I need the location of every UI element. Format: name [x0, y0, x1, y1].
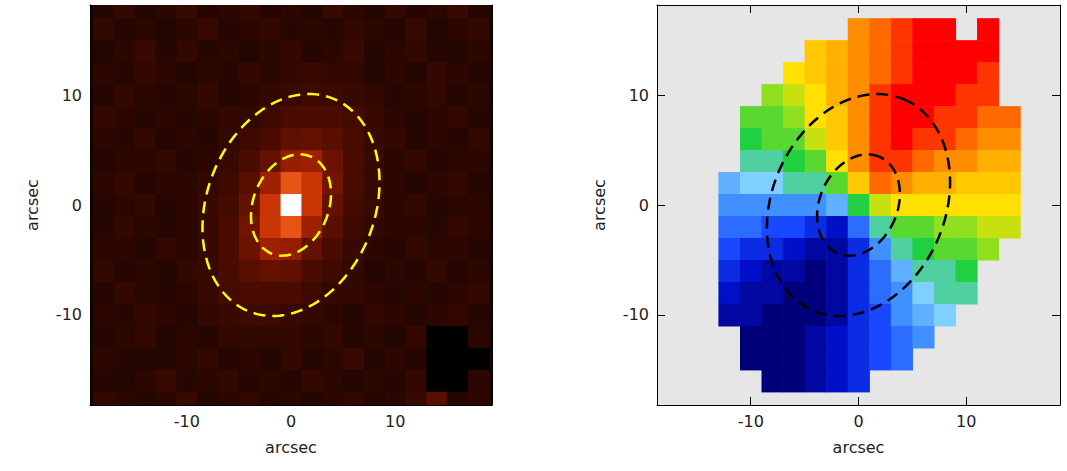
svg-text:-10: -10 — [738, 412, 764, 431]
svg-text:10: 10 — [956, 412, 976, 431]
svg-text:10: 10 — [62, 86, 82, 105]
svg-text:10: 10 — [385, 412, 405, 431]
svg-text:arcsec: arcsec — [23, 179, 42, 231]
svg-text:10: 10 — [629, 86, 649, 105]
svg-text:-10: -10 — [623, 305, 649, 324]
svg-text:arcsec: arcsec — [590, 179, 609, 231]
svg-text:-10: -10 — [56, 305, 82, 324]
svg-text:arcsec: arcsec — [833, 438, 885, 457]
svg-text:-10: -10 — [174, 412, 200, 431]
svg-text:0: 0 — [286, 412, 296, 431]
svg-text:0: 0 — [72, 196, 82, 215]
svg-text:0: 0 — [853, 412, 863, 431]
svg-text:0: 0 — [639, 196, 649, 215]
svg-text:arcsec: arcsec — [265, 438, 317, 457]
